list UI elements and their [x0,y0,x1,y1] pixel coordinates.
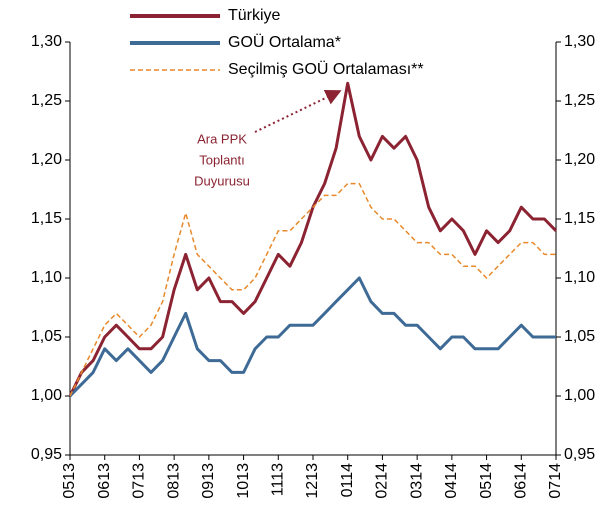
annotation-text: Duyurusu [194,173,250,188]
x-tick-label: 0613 [96,463,113,499]
series-line [68,276,556,398]
legend-label: Seçilmiş GOÜ Ortalaması** [228,60,424,78]
y2-tick-label: 1,00 [564,387,595,404]
series-line [69,182,556,397]
y2-tick-label: 1,30 [564,33,595,50]
annotation-arrow [254,90,342,133]
x-tick-label: 0214 [374,463,391,499]
y-tick-label: 1,25 [31,92,62,109]
legend-label: Türkiye [228,7,281,24]
x-tick-label: 0913 [200,463,217,499]
annotation-text: Ara PPK [197,131,247,146]
y2-tick-label: 1,10 [564,269,595,286]
x-tick-label: 0713 [131,463,148,499]
x-tick-label: 1213 [304,463,321,499]
annotation-text: Toplantı [199,152,245,167]
y2-tick-label: 1,15 [564,210,595,227]
x-tick-label: 0513 [61,463,78,499]
y-tick-label: 1,20 [31,151,62,168]
y2-tick-label: 0,95 [564,446,595,463]
y-tick-label: 0,95 [31,446,62,463]
y-tick-label: 1,05 [31,328,62,345]
legend-label: GOÜ Ortalama* [228,33,341,51]
x-tick-label: 0614 [513,463,530,499]
y-tick-label: 1,00 [31,387,62,404]
y2-tick-label: 1,05 [564,328,595,345]
y-tick-label: 1,15 [31,210,62,227]
x-tick-label: 0114 [339,463,356,498]
x-tick-label: 1013 [235,463,252,499]
y2-tick-label: 1,25 [564,92,595,109]
x-tick-label: 0314 [408,463,425,499]
x-tick-label: 0514 [478,463,495,499]
y-tick-label: 1,10 [31,269,62,286]
x-tick-label: 1113 [270,463,287,496]
x-tick-label: 0414 [443,463,460,499]
y-tick-label: 1,30 [31,33,62,50]
y2-tick-label: 1,20 [564,151,595,168]
x-tick-label: 0813 [165,463,182,499]
x-tick-label: 0714 [547,463,564,499]
